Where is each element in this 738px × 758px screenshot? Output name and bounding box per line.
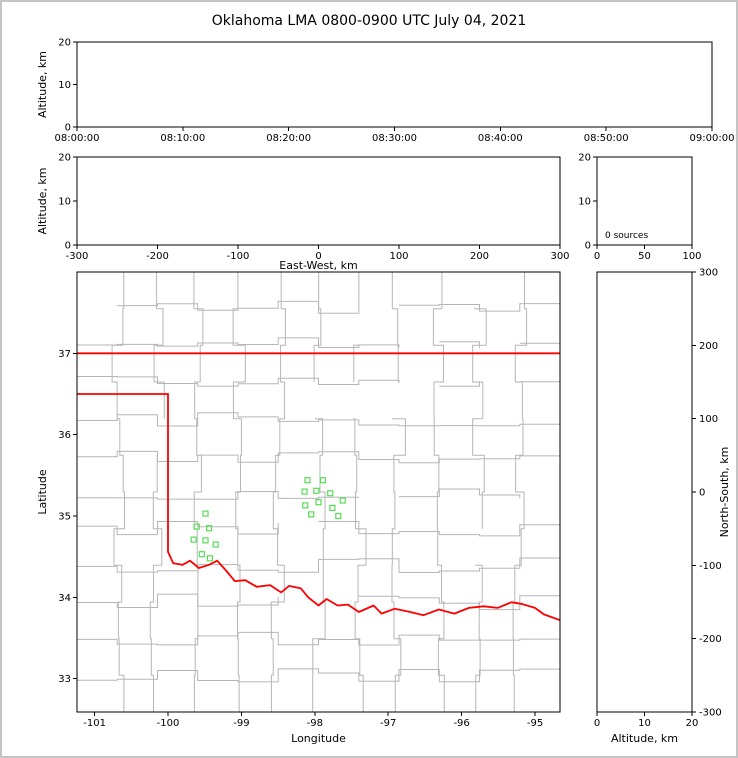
y-tick-label: 33 — [58, 674, 71, 685]
lma-station-marker — [313, 487, 320, 494]
y-tick-label: 0 — [65, 123, 71, 134]
lma-station-marker — [206, 555, 213, 562]
panel-frame-ns_height_panel — [596, 271, 693, 713]
x-tick-label: -100 — [227, 251, 250, 262]
y-tick-label: -300 — [699, 708, 722, 719]
panel-frame-plan_view_map_panel — [76, 271, 561, 713]
y-tick-label: -200 — [699, 634, 722, 645]
x-tick-label: 10 — [638, 718, 651, 729]
x-tick-label: 08:40:00 — [478, 133, 523, 144]
y-tick-label: 35 — [58, 511, 71, 522]
x-tick-label: 0 — [594, 251, 600, 262]
lma-station-marker — [329, 504, 336, 511]
y-tick-label: 300 — [699, 268, 718, 279]
panel-frame-time_height_panel — [76, 41, 713, 128]
lma-station-marker — [319, 477, 326, 484]
y-axis-label-plan_view_map_panel: Latitude — [36, 469, 49, 515]
x-tick-label: 08:30:00 — [372, 133, 417, 144]
lma-station-marker — [212, 541, 219, 548]
x-axis-label-ew_height_panel: East-West, km — [279, 259, 357, 272]
x-tick-label: 08:10:00 — [160, 133, 205, 144]
x-tick-label: 50 — [638, 251, 651, 262]
y-axis-label-ns_height_panel: North-South, km — [718, 447, 731, 538]
lma-station-marker — [335, 512, 342, 520]
y-tick-label: -100 — [699, 561, 722, 572]
lma-station-marker — [301, 488, 308, 495]
x-tick-label: -99 — [233, 718, 249, 729]
lma-station-marker — [327, 490, 334, 497]
y-tick-label: 36 — [58, 430, 71, 441]
y-tick-label: 10 — [58, 80, 71, 91]
y-tick-label: 20 — [58, 153, 71, 164]
county-boundaries — [77, 272, 560, 712]
panel-frame-ew_height_panel — [76, 156, 561, 246]
x-tick-label: 08:00:00 — [55, 133, 100, 144]
x-axis-label-ns_height_panel: Altitude, km — [611, 732, 678, 745]
lma-station-marker — [304, 477, 311, 484]
y-tick-label: 100 — [699, 414, 718, 425]
x-tick-label: -100 — [157, 718, 180, 729]
lma-station-marker — [315, 499, 322, 506]
x-tick-label: -300 — [66, 251, 89, 262]
y-tick-label: 20 — [578, 153, 591, 164]
y-tick-label: 0 — [699, 488, 705, 499]
y-tick-label: 0 — [585, 241, 591, 252]
state-border — [167, 550, 560, 621]
lma-station-marker — [206, 525, 213, 532]
lma-station-marker — [339, 497, 346, 504]
lma-station-marker — [198, 551, 205, 558]
x-tick-label: 08:50:00 — [584, 133, 629, 144]
lma-station-marker — [308, 511, 315, 518]
x-tick-label: 08:20:00 — [266, 133, 311, 144]
x-tick-label: 300 — [550, 251, 569, 262]
lma-station-marker — [202, 537, 209, 544]
x-tick-label: -101 — [83, 718, 106, 729]
x-tick-label: -95 — [527, 718, 543, 729]
y-tick-label: 37 — [58, 349, 71, 360]
y-axis-label-time_height_panel: Altitude, km — [36, 51, 49, 118]
x-tick-label: 0 — [594, 718, 600, 729]
y-tick-label: 20 — [58, 38, 71, 49]
x-tick-label: 100 — [389, 251, 408, 262]
figure-title: Oklahoma LMA 0800-0900 UTC July 04, 2021 — [211, 13, 527, 29]
x-tick-label: 200 — [470, 251, 489, 262]
x-tick-label: 09:00:00 — [690, 133, 735, 144]
x-tick-label: -96 — [453, 718, 469, 729]
y-tick-label: 10 — [58, 197, 71, 208]
y-axis-label-ew_height_panel: Altitude, km — [36, 167, 49, 234]
x-tick-label: 20 — [686, 718, 699, 729]
y-tick-label: 200 — [699, 341, 718, 352]
lma-station-marker — [202, 510, 209, 517]
x-tick-label: -98 — [307, 718, 323, 729]
source-count-annotation: 0 sources — [605, 231, 648, 241]
lma-station-marker — [193, 523, 200, 530]
x-tick-label: 0 — [315, 251, 321, 262]
y-tick-label: 34 — [58, 593, 71, 604]
y-tick-label: 0 — [65, 241, 71, 252]
x-tick-label: -97 — [380, 718, 396, 729]
lma-station-marker — [190, 536, 197, 543]
x-tick-label: 100 — [682, 251, 701, 262]
x-axis-label-plan_view_map_panel: Longitude — [291, 732, 346, 745]
x-tick-label: -200 — [146, 251, 169, 262]
plan-view-map — [77, 272, 560, 712]
lma-station-marker — [302, 502, 309, 509]
y-tick-label: 10 — [578, 197, 591, 208]
